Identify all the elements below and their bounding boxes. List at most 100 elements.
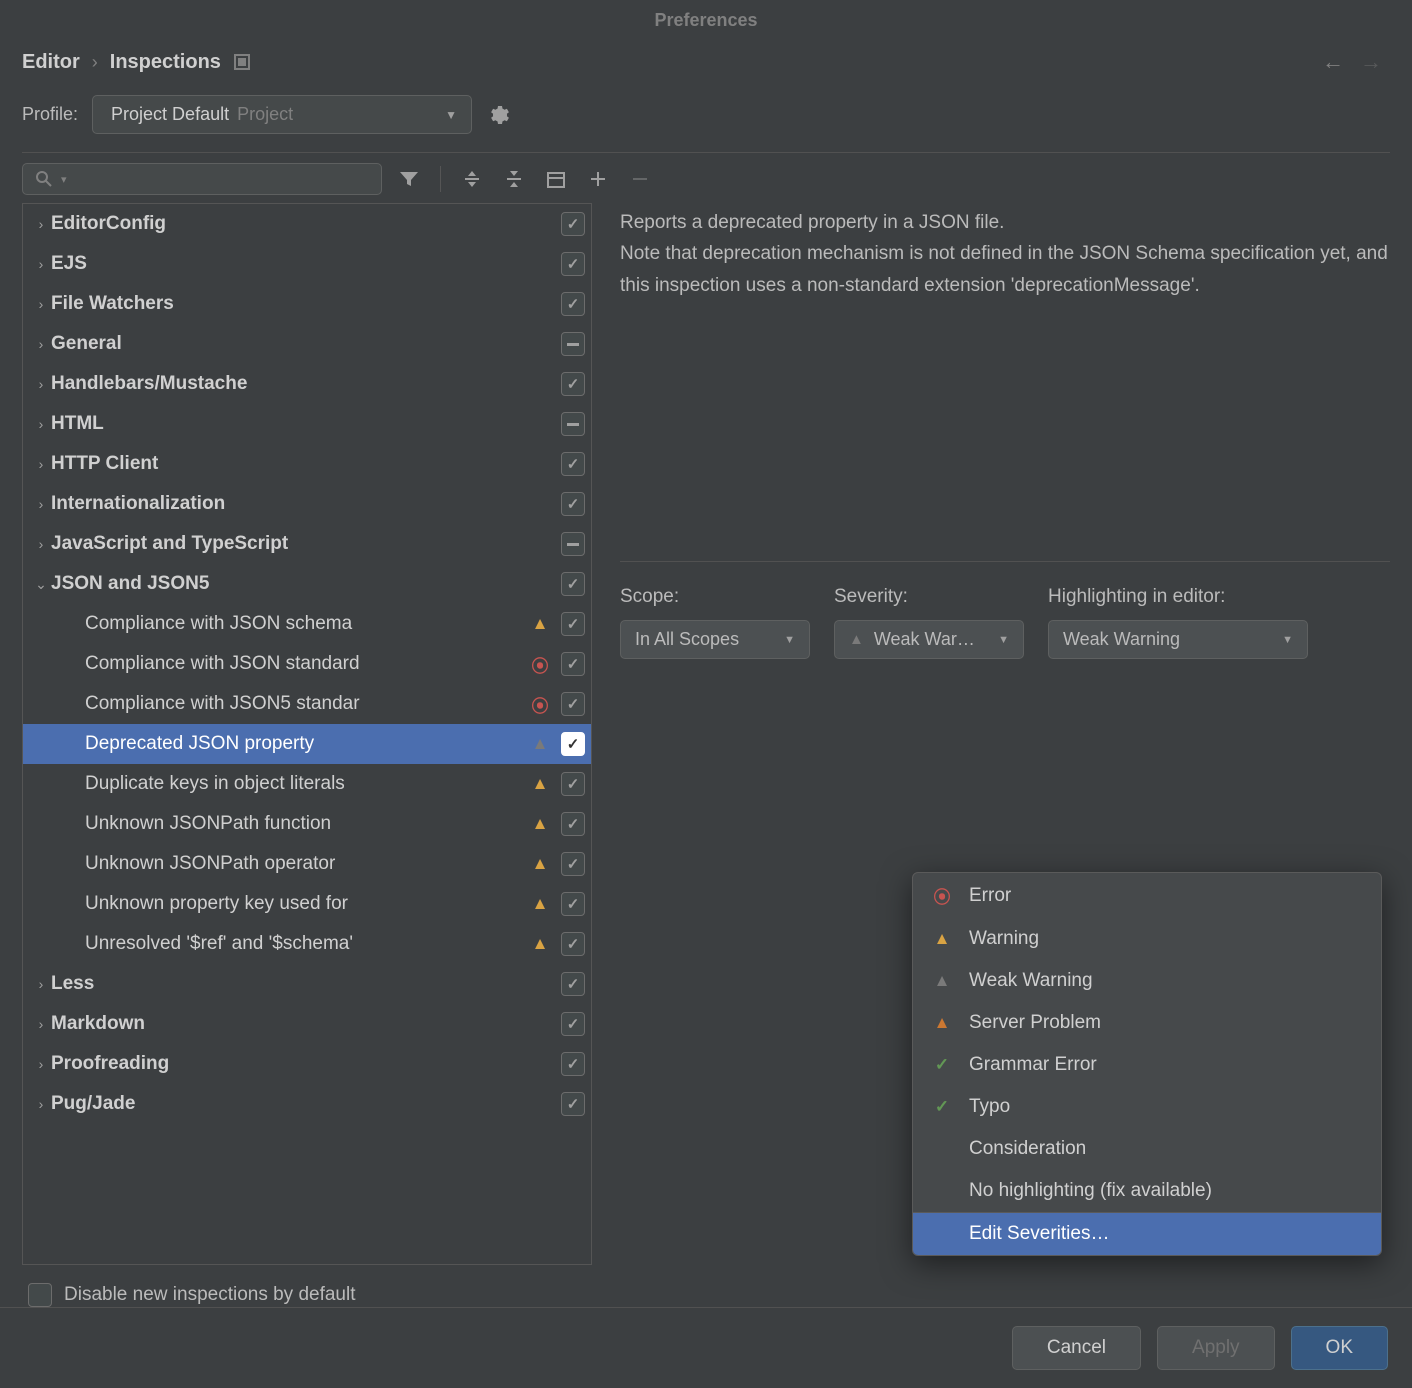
tree-item-label: General [51, 333, 525, 355]
gear-icon[interactable] [486, 103, 510, 127]
tree-row[interactable]: Compliance with JSON standard⦿ [23, 644, 591, 684]
severity-option[interactable]: ✓Typo [913, 1086, 1381, 1128]
chevron-right-icon[interactable]: › [31, 336, 51, 352]
inspection-checkbox[interactable] [561, 972, 585, 996]
tree-row[interactable]: ›File Watchers [23, 284, 591, 324]
inspection-checkbox[interactable] [561, 212, 585, 236]
ok-button[interactable]: OK [1291, 1326, 1388, 1370]
cancel-button[interactable]: Cancel [1012, 1326, 1141, 1370]
tree-row[interactable]: Unresolved '$ref' and '$schema'▲ [23, 924, 591, 964]
chevron-right-icon[interactable]: › [31, 296, 51, 312]
severity-option[interactable]: ▲Warning [913, 918, 1381, 960]
inspection-checkbox[interactable] [561, 412, 585, 436]
chevron-down-icon[interactable]: ⌄ [31, 576, 51, 593]
profile-label: Profile: [22, 104, 78, 125]
chevron-right-icon[interactable]: › [31, 1096, 51, 1112]
inspection-checkbox[interactable] [561, 932, 585, 956]
add-icon[interactable] [583, 166, 613, 192]
tree-row[interactable]: ›Markdown [23, 1004, 591, 1044]
filter-icon[interactable] [394, 166, 424, 192]
scope-select[interactable]: In All Scopes ▼ [620, 620, 810, 659]
tree-item-label: File Watchers [51, 293, 525, 315]
inspection-checkbox[interactable] [561, 772, 585, 796]
inspection-checkbox[interactable] [561, 652, 585, 676]
inspection-checkbox[interactable] [561, 292, 585, 316]
profile-select[interactable]: Project Default Project ▼ [92, 95, 472, 134]
inspection-checkbox[interactable] [561, 732, 585, 756]
chevron-right-icon[interactable]: › [31, 1056, 51, 1072]
tree-row[interactable]: ›Proofreading [23, 1044, 591, 1084]
back-arrow-icon[interactable]: ← [1314, 49, 1352, 75]
tree-row[interactable]: ›Handlebars/Mustache [23, 364, 591, 404]
severity-select[interactable]: ▲ Weak War… ▼ [834, 620, 1024, 659]
tree-row[interactable]: Deprecated JSON property▲ [23, 724, 591, 764]
inspection-checkbox[interactable] [561, 372, 585, 396]
severity-option[interactable]: ⦿Error [913, 873, 1381, 918]
breadcrumb-root[interactable]: Editor [22, 51, 80, 74]
inspection-checkbox[interactable] [561, 612, 585, 636]
tree-row[interactable]: ›EJS [23, 244, 591, 284]
chevron-right-icon[interactable]: › [31, 216, 51, 232]
tree-row[interactable]: ⌄JSON and JSON5 [23, 564, 591, 604]
tree-row[interactable]: Compliance with JSON schema▲ [23, 604, 591, 644]
severity-option[interactable]: ✓Grammar Error [913, 1044, 1381, 1086]
popout-icon[interactable] [233, 53, 251, 71]
tree-row[interactable]: ›JavaScript and TypeScript [23, 524, 591, 564]
inspection-checkbox[interactable] [561, 852, 585, 876]
inspection-checkbox[interactable] [561, 572, 585, 596]
severity-option-label: Error [969, 885, 1011, 907]
highlighting-select[interactable]: Weak Warning ▼ [1048, 620, 1308, 659]
inspection-checkbox[interactable] [561, 812, 585, 836]
severity-option[interactable]: Edit Severities… [913, 1213, 1381, 1255]
search-input[interactable]: ▾ [22, 163, 382, 195]
severity-option[interactable]: ▲Weak Warning [913, 960, 1381, 1002]
tree-row[interactable]: ›Internationalization [23, 484, 591, 524]
chevron-right-icon[interactable]: › [31, 1016, 51, 1032]
collapse-all-icon[interactable] [499, 166, 529, 192]
tree-row[interactable]: Unknown JSONPath operator▲ [23, 844, 591, 884]
scope-value: In All Scopes [635, 629, 739, 650]
expand-all-icon[interactable] [457, 166, 487, 192]
chevron-right-icon[interactable]: › [31, 416, 51, 432]
chevron-right-icon[interactable]: › [31, 536, 51, 552]
tree-row[interactable]: ›HTML [23, 404, 591, 444]
tree-row[interactable]: ›HTTP Client [23, 444, 591, 484]
tree-row[interactable]: Duplicate keys in object literals▲ [23, 764, 591, 804]
tree-row[interactable]: Compliance with JSON5 standar⦿ [23, 684, 591, 724]
warning-icon: ▲ [525, 854, 555, 874]
inspection-checkbox[interactable] [561, 252, 585, 276]
inspection-checkbox[interactable] [561, 692, 585, 716]
severity-option[interactable]: No highlighting (fix available) [913, 1170, 1381, 1212]
disable-new-inspections-checkbox[interactable] [28, 1283, 52, 1307]
tree-row[interactable]: ›Pug/Jade [23, 1084, 591, 1124]
inspection-checkbox[interactable] [561, 332, 585, 356]
inspection-checkbox[interactable] [561, 532, 585, 556]
inspection-checkbox[interactable] [561, 452, 585, 476]
tree-row[interactable]: ›Less [23, 964, 591, 1004]
severity-option[interactable]: Consideration [913, 1128, 1381, 1170]
chevron-right-icon[interactable]: › [31, 376, 51, 392]
warning-icon: ▲ [525, 814, 555, 834]
chevron-right-icon[interactable]: › [31, 456, 51, 472]
inspection-checkbox[interactable] [561, 1092, 585, 1116]
tree-row[interactable]: ›EditorConfig [23, 204, 591, 244]
breadcrumb: Editor › Inspections ← → [0, 49, 1412, 95]
chevron-right-icon[interactable]: › [31, 256, 51, 272]
severity-option[interactable]: ▲Server Problem [913, 1002, 1381, 1044]
inspection-checkbox[interactable] [561, 492, 585, 516]
inspection-checkbox[interactable] [561, 1012, 585, 1036]
tree-row[interactable]: Unknown property key used for ▲ [23, 884, 591, 924]
reset-icon[interactable] [541, 166, 571, 192]
inspections-tree[interactable]: ›EditorConfig›EJS›File Watchers›General›… [22, 203, 592, 1265]
forward-arrow-icon[interactable]: → [1352, 49, 1390, 75]
inspection-checkbox[interactable] [561, 1052, 585, 1076]
divider [620, 561, 1390, 562]
inspection-checkbox[interactable] [561, 892, 585, 916]
remove-icon[interactable] [625, 166, 655, 192]
chevron-right-icon[interactable]: › [31, 496, 51, 512]
tree-row[interactable]: ›General [23, 324, 591, 364]
severity-option-label: Warning [969, 928, 1039, 950]
chevron-right-icon[interactable]: › [31, 976, 51, 992]
tree-row[interactable]: Unknown JSONPath function▲ [23, 804, 591, 844]
apply-button[interactable]: Apply [1157, 1326, 1275, 1370]
